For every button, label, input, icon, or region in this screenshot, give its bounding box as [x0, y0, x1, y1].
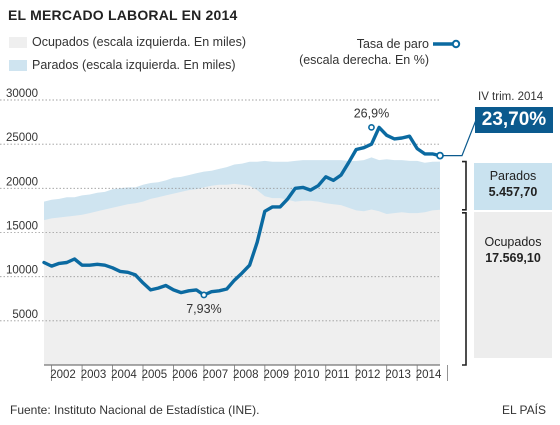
latest-marker	[436, 151, 444, 160]
x-tick-label: 2006	[172, 369, 198, 381]
x-tick-label: 2003	[81, 369, 107, 381]
legend-rate-line1: Tasa de paro	[356, 37, 429, 51]
latest-rate-badge: 23,70%	[475, 107, 553, 133]
legend-swatch-employed	[9, 37, 27, 48]
x-tick-label: 2014	[416, 369, 442, 381]
legend-label-rate: Tasa de paro (escala derecha. En %)	[299, 36, 429, 68]
latest-period-label: IV trim. 2014	[478, 91, 544, 103]
source-note: Fuente: Instituto Nacional de Estadístic…	[10, 403, 260, 417]
legend-swatch-unemployed	[9, 60, 27, 71]
chart-title: EL MERCADO LABORAL EN 2014	[8, 7, 238, 23]
y-tick-label: 15000	[6, 221, 38, 233]
latest-employed-value: 17.569,10	[485, 251, 541, 265]
latest-unemployed-label: Parados	[489, 169, 537, 183]
latest-employed-label: Ocupados	[484, 235, 542, 249]
legend-label-unemployed: Parados (escala izquierda. En miles)	[32, 58, 236, 72]
rate-line	[42, 125, 442, 297]
x-tick-label: 2002	[50, 369, 76, 381]
x-tick-label: 2009	[263, 369, 289, 381]
latest-employed-box: Ocupados 17.569,10	[474, 212, 552, 358]
y-tick-label: 25000	[6, 132, 38, 144]
legend-label-employed: Ocupados (escala izquierda. En miles)	[32, 35, 246, 49]
latest-unemployed-box: Parados 5.457,70	[474, 163, 552, 210]
employed-bracket	[462, 212, 467, 366]
x-tick-label: 2012	[355, 369, 381, 381]
legend-rate-line2: (escala derecha. En %)	[299, 53, 429, 67]
annotations-layer: 26,9% 7,93%	[186, 106, 477, 366]
y-tick-label: 30000	[6, 88, 38, 100]
y-tick-label: 5000	[12, 309, 38, 321]
brand-label: EL PAÍS	[501, 403, 546, 417]
x-tick-label: 2007	[203, 369, 229, 381]
rate-line-layer	[42, 125, 442, 297]
legend-swatch-rate	[433, 39, 461, 49]
x-tick-label: 2008	[233, 369, 259, 381]
x-tick-label: 2011	[325, 369, 350, 381]
latest-unemployed-value: 5.457,70	[488, 185, 538, 199]
unemployed-bracket	[462, 160, 467, 211]
annotation-label: 7,93%	[186, 302, 221, 316]
x-tick-label: 2010	[294, 369, 320, 381]
x-tick-label: 2013	[385, 369, 411, 381]
axes-layer: 5000 10000 15000 20000 25000 30000 2002 2003 200…	[6, 88, 449, 381]
latest-connector	[443, 119, 477, 157]
y-tick-label: 20000	[6, 176, 38, 188]
annotation-label: 26,9%	[354, 106, 389, 120]
x-tick-label: 2005	[142, 369, 168, 381]
annotation-marker	[368, 123, 375, 131]
annotation-marker	[200, 291, 208, 299]
x-tick-label: 2004	[111, 369, 137, 381]
y-tick-label: 10000	[6, 265, 38, 277]
